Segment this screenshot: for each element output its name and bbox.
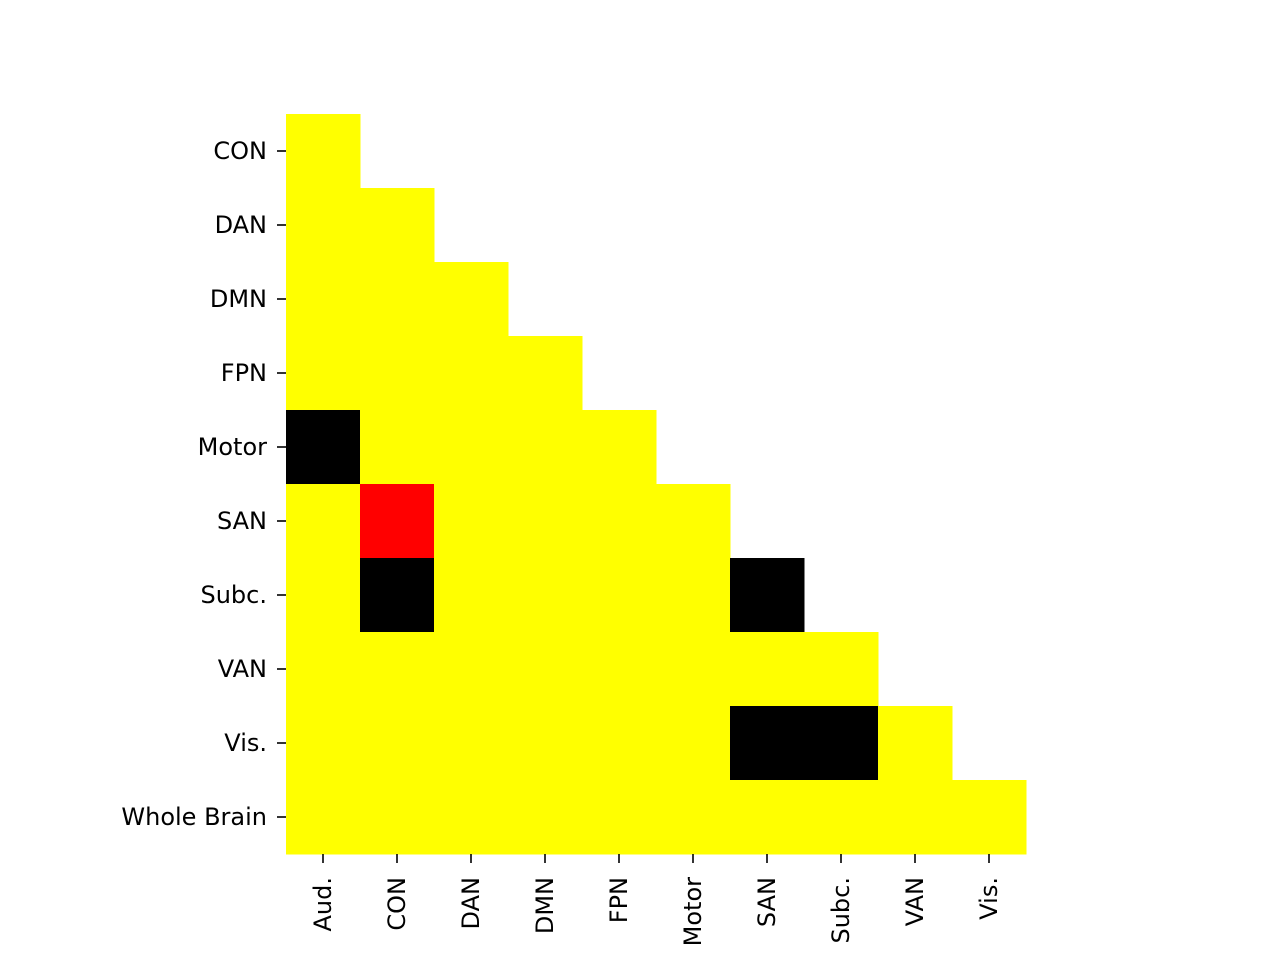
heatmap-cell xyxy=(286,188,361,263)
y-tick-label: Subc. xyxy=(200,581,267,609)
heatmap-cell xyxy=(360,336,435,411)
y-tick-label: VAN xyxy=(218,655,267,683)
heatmap-cell xyxy=(878,780,953,855)
heatmap-cell xyxy=(730,706,805,781)
heatmap-cell xyxy=(434,706,509,781)
heatmap-cells xyxy=(286,114,1027,855)
heatmap-cell xyxy=(286,484,361,559)
x-tick-label: Subc. xyxy=(827,877,855,944)
heatmap-cell xyxy=(508,336,583,411)
heatmap-cell xyxy=(360,558,435,633)
heatmap-cell xyxy=(434,410,509,485)
y-axis: CON DAN DMN FPN Motor SAN Subc. VAN Vis. Whole Br… xyxy=(121,137,286,831)
heatmap-cell xyxy=(582,484,657,559)
heatmap-cell xyxy=(360,410,435,485)
heatmap-cell xyxy=(804,706,879,781)
heatmap-cell xyxy=(508,410,583,485)
heatmap-cell xyxy=(508,706,583,781)
heatmap-cell xyxy=(582,410,657,485)
heatmap-cell xyxy=(286,780,361,855)
y-tick-label: Vis. xyxy=(224,729,267,757)
x-tick-label: CON xyxy=(383,877,411,931)
heatmap-cell xyxy=(286,262,361,337)
x-tick-label: VAN xyxy=(901,877,929,926)
heatmap-cell xyxy=(434,558,509,633)
heatmap-cell xyxy=(878,706,953,781)
y-tick-label: FPN xyxy=(221,359,267,387)
x-tick-label: DAN xyxy=(457,877,485,929)
x-tick-label: Aud. xyxy=(309,877,337,932)
x-tick-label: DMN xyxy=(531,877,559,934)
x-tick-label: SAN xyxy=(753,877,781,927)
heatmap-cell xyxy=(508,780,583,855)
x-axis: Aud. CON DAN DMN FPN Motor SAN Subc. VAN Vis. xyxy=(309,854,1003,946)
heatmap-cell xyxy=(286,558,361,633)
heatmap-cell xyxy=(286,114,361,189)
heatmap-cell xyxy=(952,780,1027,855)
heatmap-cell xyxy=(360,188,435,263)
heatmap-cell xyxy=(286,336,361,411)
heatmap-cell xyxy=(286,632,361,707)
heatmap-cell xyxy=(582,632,657,707)
heatmap-cell xyxy=(286,410,361,485)
heatmap-cell xyxy=(804,780,879,855)
heatmap-cell xyxy=(434,262,509,337)
y-tick-label: Whole Brain xyxy=(121,803,267,831)
heatmap-cell xyxy=(286,706,361,781)
heatmap-cell xyxy=(582,558,657,633)
y-tick-label: Motor xyxy=(198,433,267,461)
heatmap-cell xyxy=(360,706,435,781)
y-tick-label: DMN xyxy=(210,285,267,313)
heatmap-cell xyxy=(360,632,435,707)
y-tick-label: CON xyxy=(213,137,267,165)
y-tick-label: SAN xyxy=(217,507,267,535)
heatmap-cell xyxy=(656,484,731,559)
y-tick-label: DAN xyxy=(215,211,267,239)
heatmap-cell xyxy=(508,632,583,707)
heatmap-cell xyxy=(434,484,509,559)
x-tick-label: Motor xyxy=(679,877,707,946)
heatmap-cell xyxy=(360,780,435,855)
x-tick-label: FPN xyxy=(605,877,633,923)
heatmap-cell xyxy=(582,780,657,855)
heatmap-cell xyxy=(804,632,879,707)
heatmap-cell xyxy=(360,262,435,337)
heatmap-cell xyxy=(730,780,805,855)
heatmap-cell xyxy=(656,706,731,781)
heatmap-cell xyxy=(360,484,435,559)
heatmap-cell xyxy=(730,558,805,633)
heatmap-cell xyxy=(434,632,509,707)
x-tick-label: Vis. xyxy=(975,877,1003,920)
heatmap-cell xyxy=(434,780,509,855)
heatmap-cell xyxy=(508,558,583,633)
heatmap-cell xyxy=(434,336,509,411)
heatmap-cell xyxy=(656,632,731,707)
heatmap-cell xyxy=(582,706,657,781)
heatmap-cell xyxy=(656,780,731,855)
heatmap-cell xyxy=(656,558,731,633)
heatmap-cell xyxy=(730,632,805,707)
heatmap-cell xyxy=(508,484,583,559)
